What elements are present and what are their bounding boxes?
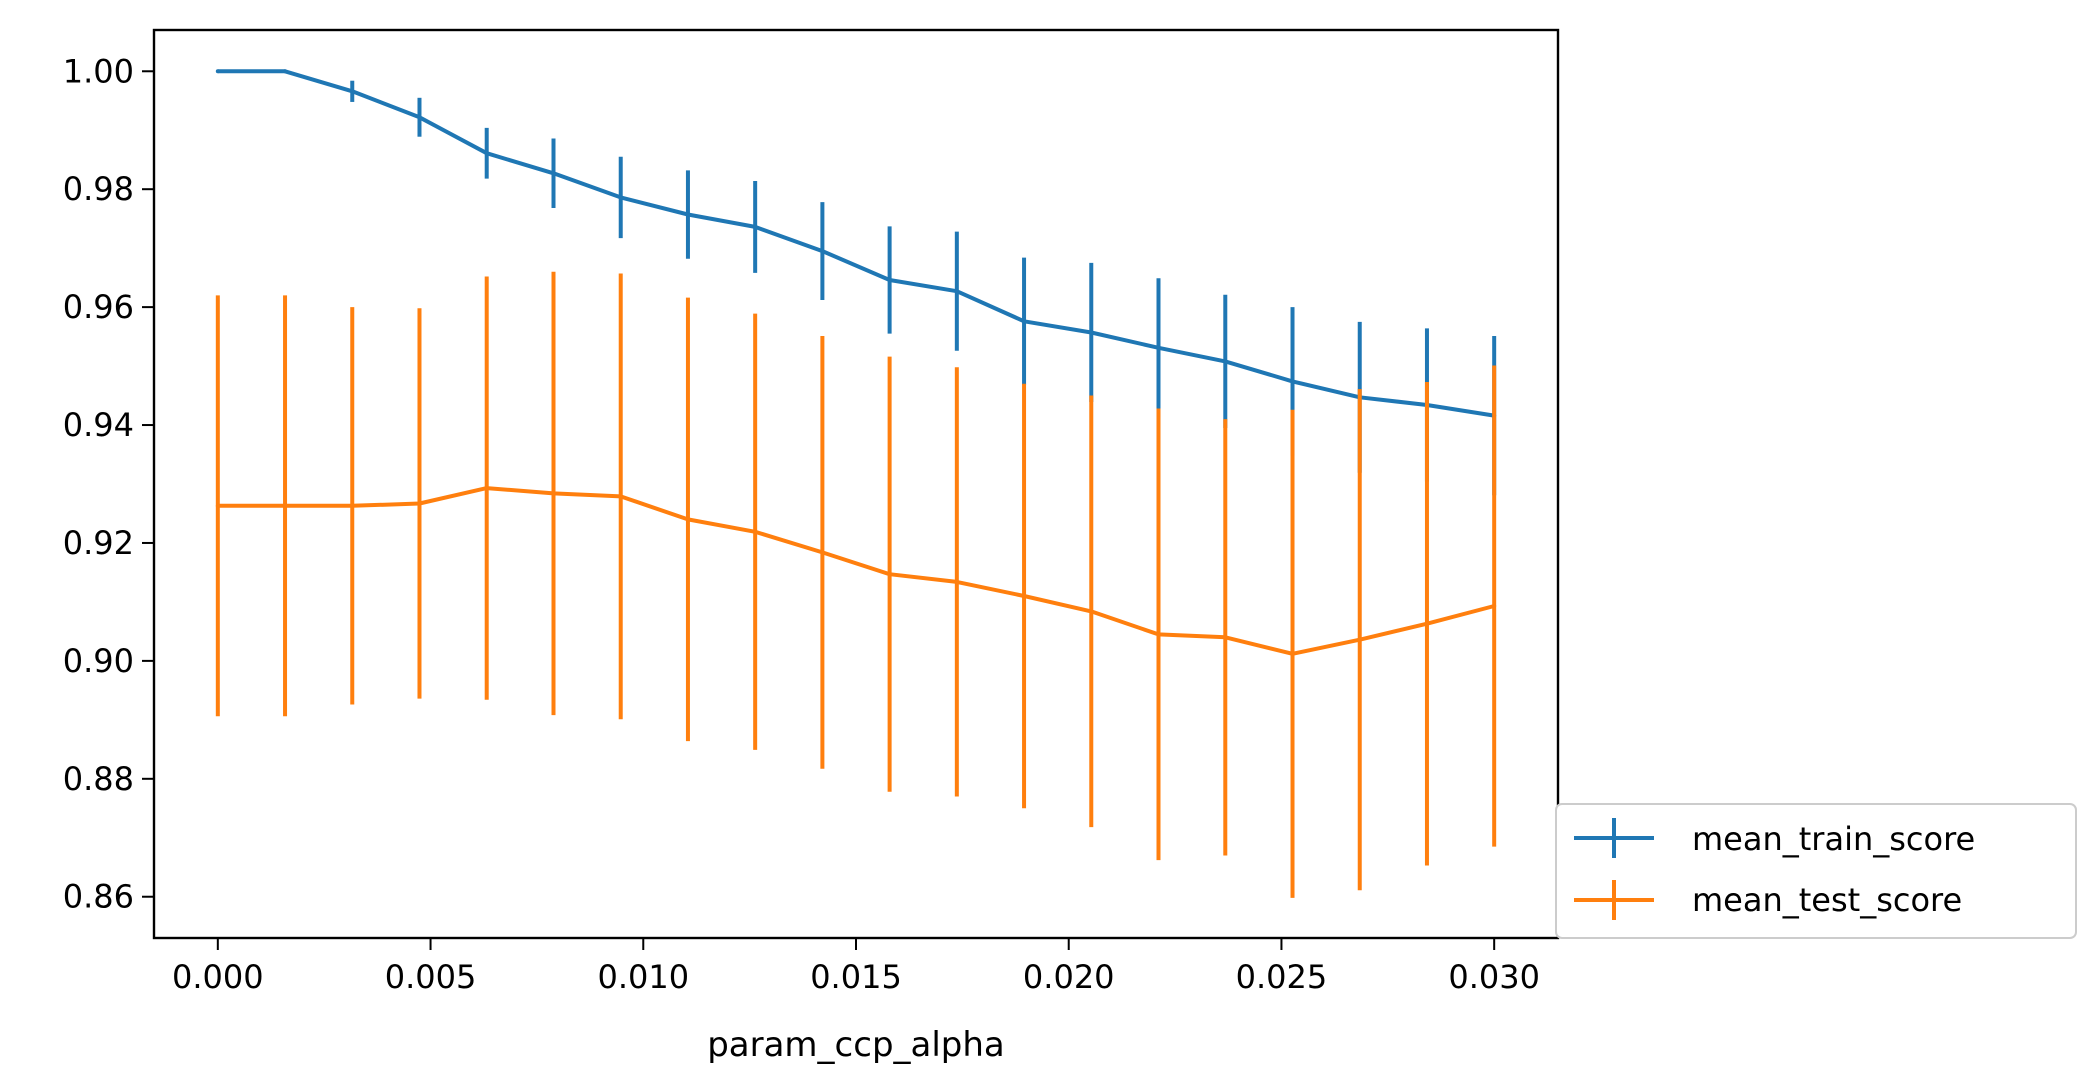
series-train xyxy=(215,69,1497,496)
data-point-train xyxy=(350,89,355,94)
data-point-test xyxy=(1156,632,1161,637)
legend-entry-test[interactable]: mean_test_score xyxy=(1574,880,1962,920)
data-point-train xyxy=(1089,330,1094,335)
legend-label-test: mean_test_score xyxy=(1692,881,1962,919)
data-point-train xyxy=(1156,345,1161,350)
y-tick-label: 1.00 xyxy=(63,52,134,90)
y-tick-label: 0.86 xyxy=(63,878,134,916)
data-point-test xyxy=(685,517,690,522)
data-point-test xyxy=(820,550,825,555)
data-point-test xyxy=(1357,637,1362,642)
series-layer xyxy=(215,69,1497,898)
data-point-train xyxy=(484,151,489,156)
data-point-test xyxy=(1492,604,1497,609)
y-tick-label: 0.92 xyxy=(63,524,134,562)
data-point-train xyxy=(283,69,288,74)
data-point-train xyxy=(618,195,623,200)
y-tick-label: 0.94 xyxy=(63,406,134,444)
data-point-train xyxy=(417,115,422,120)
data-point-test xyxy=(1223,635,1228,640)
data-point-test xyxy=(215,503,220,508)
y-tick-label: 0.88 xyxy=(63,760,134,798)
x-tick-label: 0.020 xyxy=(1023,958,1115,996)
legend-label-train: mean_train_score xyxy=(1692,820,1975,858)
y-tick-label: 0.98 xyxy=(63,170,134,208)
x-axis-label: param_ccp_alpha xyxy=(707,1025,1005,1065)
data-point-test xyxy=(283,503,288,508)
data-point-train xyxy=(551,171,556,176)
line-test xyxy=(217,486,1495,656)
y-tick-label: 0.96 xyxy=(63,288,134,326)
data-point-test xyxy=(1022,594,1027,599)
legend-frame xyxy=(1555,803,2077,939)
data-point-train xyxy=(820,249,825,254)
data-point-test xyxy=(618,494,623,499)
data-point-test xyxy=(954,579,959,584)
x-tick-label: 0.005 xyxy=(385,958,477,996)
data-point-train xyxy=(685,212,690,217)
data-point-train xyxy=(1290,379,1295,384)
data-point-test xyxy=(417,501,422,506)
data-point-test xyxy=(551,491,556,496)
data-point-train xyxy=(887,277,892,282)
data-point-train xyxy=(215,69,220,74)
legend-entry-train[interactable]: mean_train_score xyxy=(1574,818,1975,858)
x-axis: 0.000 0.005 0.010 0.015 0.020 0.025 0.030 xyxy=(172,938,1540,996)
y-axis: 0.86 0.88 0.90 0.92 0.94 0.96 0.98 1.00 xyxy=(63,52,154,916)
data-point-test xyxy=(1089,609,1094,614)
data-point-train xyxy=(954,289,959,294)
x-tick-label: 0.010 xyxy=(597,958,689,996)
data-point-test xyxy=(1424,621,1429,626)
data-point-test xyxy=(1290,651,1295,656)
data-point-train xyxy=(1223,359,1228,364)
data-point-test xyxy=(484,486,489,491)
y-tick-label: 0.90 xyxy=(63,642,134,680)
data-point-train xyxy=(753,224,758,229)
data-point-test xyxy=(887,572,892,577)
data-point-test xyxy=(753,529,758,534)
x-tick-label: 0.000 xyxy=(172,958,264,996)
legend[interactable]: mean_train_score mean_test_score xyxy=(1555,803,2077,939)
data-point-train xyxy=(1022,319,1027,324)
data-point-test xyxy=(350,503,355,508)
line-train xyxy=(217,69,1495,418)
x-tick-label: 0.015 xyxy=(810,958,902,996)
x-tick-label: 0.025 xyxy=(1236,958,1328,996)
x-tick-label: 0.030 xyxy=(1448,958,1540,996)
series-test xyxy=(215,271,1497,898)
